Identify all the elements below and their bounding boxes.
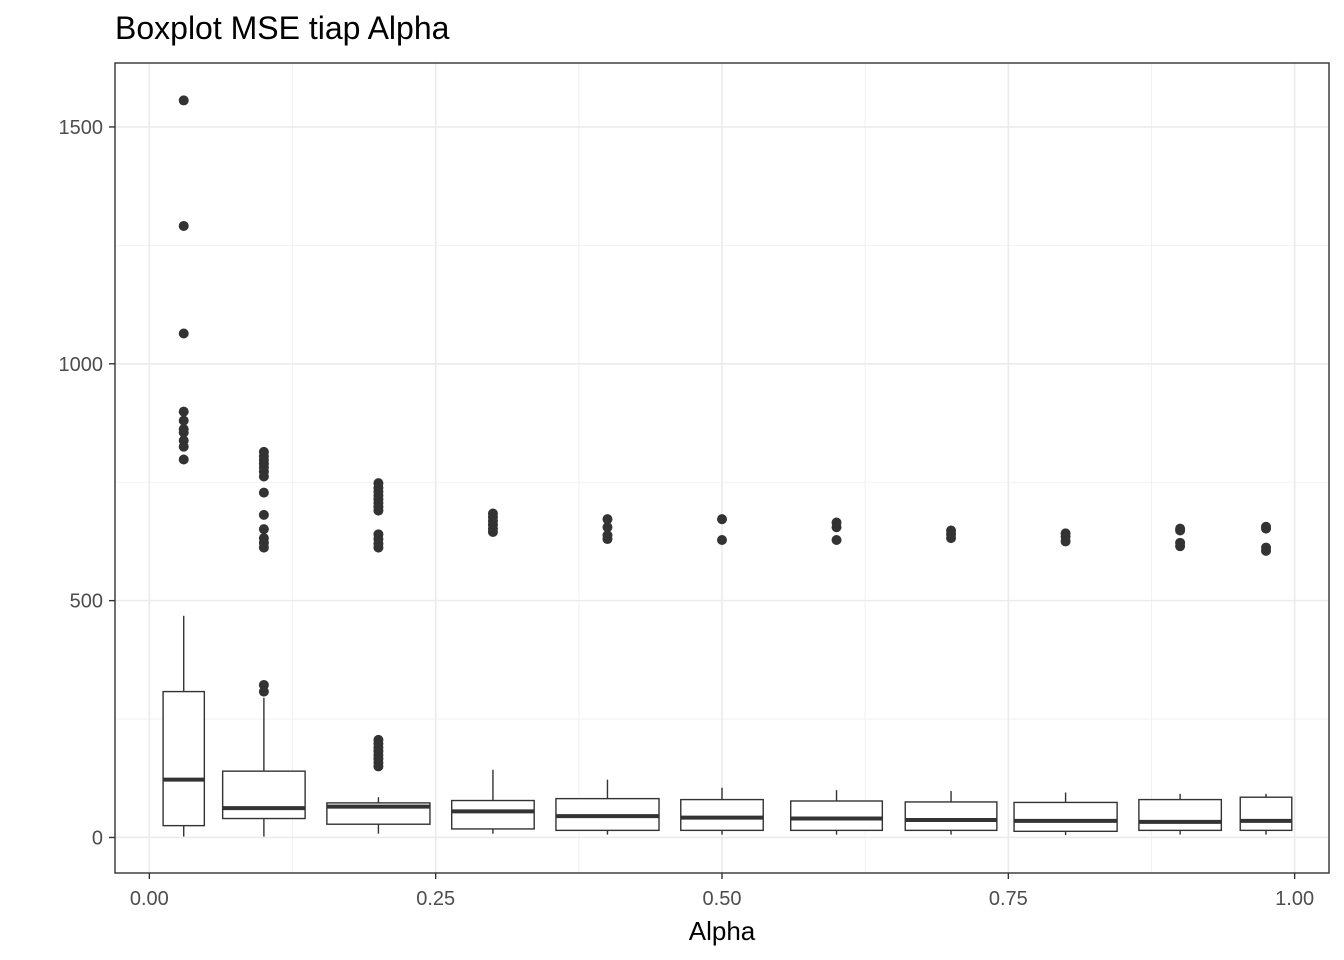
outlier-point	[178, 220, 189, 231]
outlier-point	[178, 406, 189, 417]
box-iqr	[1013, 801, 1118, 833]
outlier-point	[178, 441, 189, 452]
outlier-point	[178, 328, 189, 339]
box-group	[1138, 523, 1223, 835]
box-iqr	[221, 770, 306, 820]
outlier-point	[1060, 528, 1071, 539]
outlier-point	[178, 415, 189, 426]
outlier-point	[717, 514, 727, 525]
outlier-point	[373, 478, 384, 489]
outlier-point	[1175, 537, 1186, 548]
outlier-point	[831, 535, 842, 545]
outlier-point	[373, 734, 384, 745]
outlier-point	[602, 522, 613, 533]
outlier-point	[602, 514, 613, 525]
outlier-point	[1261, 521, 1272, 532]
boxplot-series	[162, 95, 1293, 837]
y-tick-label: 0	[92, 827, 103, 849]
box-iqr	[680, 798, 764, 832]
outlier-point	[1175, 523, 1186, 534]
outlier-point	[602, 530, 613, 541]
outlier-point	[717, 535, 727, 545]
box-group	[904, 525, 998, 835]
box-group	[326, 478, 431, 834]
box-iqr	[1138, 798, 1223, 832]
y-tick-label: 1500	[59, 117, 104, 139]
box-group	[555, 514, 660, 835]
outlier-point	[258, 509, 269, 520]
box-group	[451, 508, 535, 834]
box-iqr	[451, 799, 535, 830]
outlier-point	[258, 471, 269, 482]
y-tick-label: 1000	[59, 354, 104, 376]
chart-title: Boxplot MSE tiap Alpha	[115, 10, 450, 46]
outlier-point	[373, 529, 384, 540]
outlier-point	[946, 525, 957, 536]
outlier-point	[178, 95, 189, 106]
box-group	[162, 95, 206, 837]
y-tick-label: 500	[70, 591, 103, 613]
outlier-point	[258, 524, 269, 535]
grid-lines	[115, 63, 1329, 873]
box-group	[1239, 521, 1293, 835]
x-tick-label: 0.00	[130, 888, 169, 910]
axes: 0.00 0.25 0.50 0.75 1.00 0 500 1000 1500	[59, 117, 1315, 910]
outlier-point	[178, 454, 189, 465]
box-iqr	[904, 801, 998, 832]
outlier-point	[487, 508, 498, 519]
x-axis-title: Alpha	[689, 916, 756, 946]
x-tick-label: 1.00	[1275, 888, 1314, 910]
box-group	[221, 446, 306, 837]
outlier-point	[258, 487, 269, 498]
outlier-point	[831, 517, 842, 528]
x-tick-label: 0.50	[703, 888, 742, 910]
box-group	[680, 514, 764, 835]
x-tick-label: 0.75	[989, 888, 1028, 910]
box-iqr	[162, 690, 206, 827]
outlier-point	[1261, 542, 1272, 553]
box-iqr	[1239, 796, 1293, 832]
box-group	[790, 517, 884, 835]
outlier-point	[258, 686, 269, 697]
outlier-point	[258, 542, 269, 553]
box-iqr	[790, 800, 884, 832]
x-tick-label: 0.25	[416, 888, 455, 910]
outlier-point	[178, 427, 189, 438]
box-group	[1013, 528, 1118, 836]
